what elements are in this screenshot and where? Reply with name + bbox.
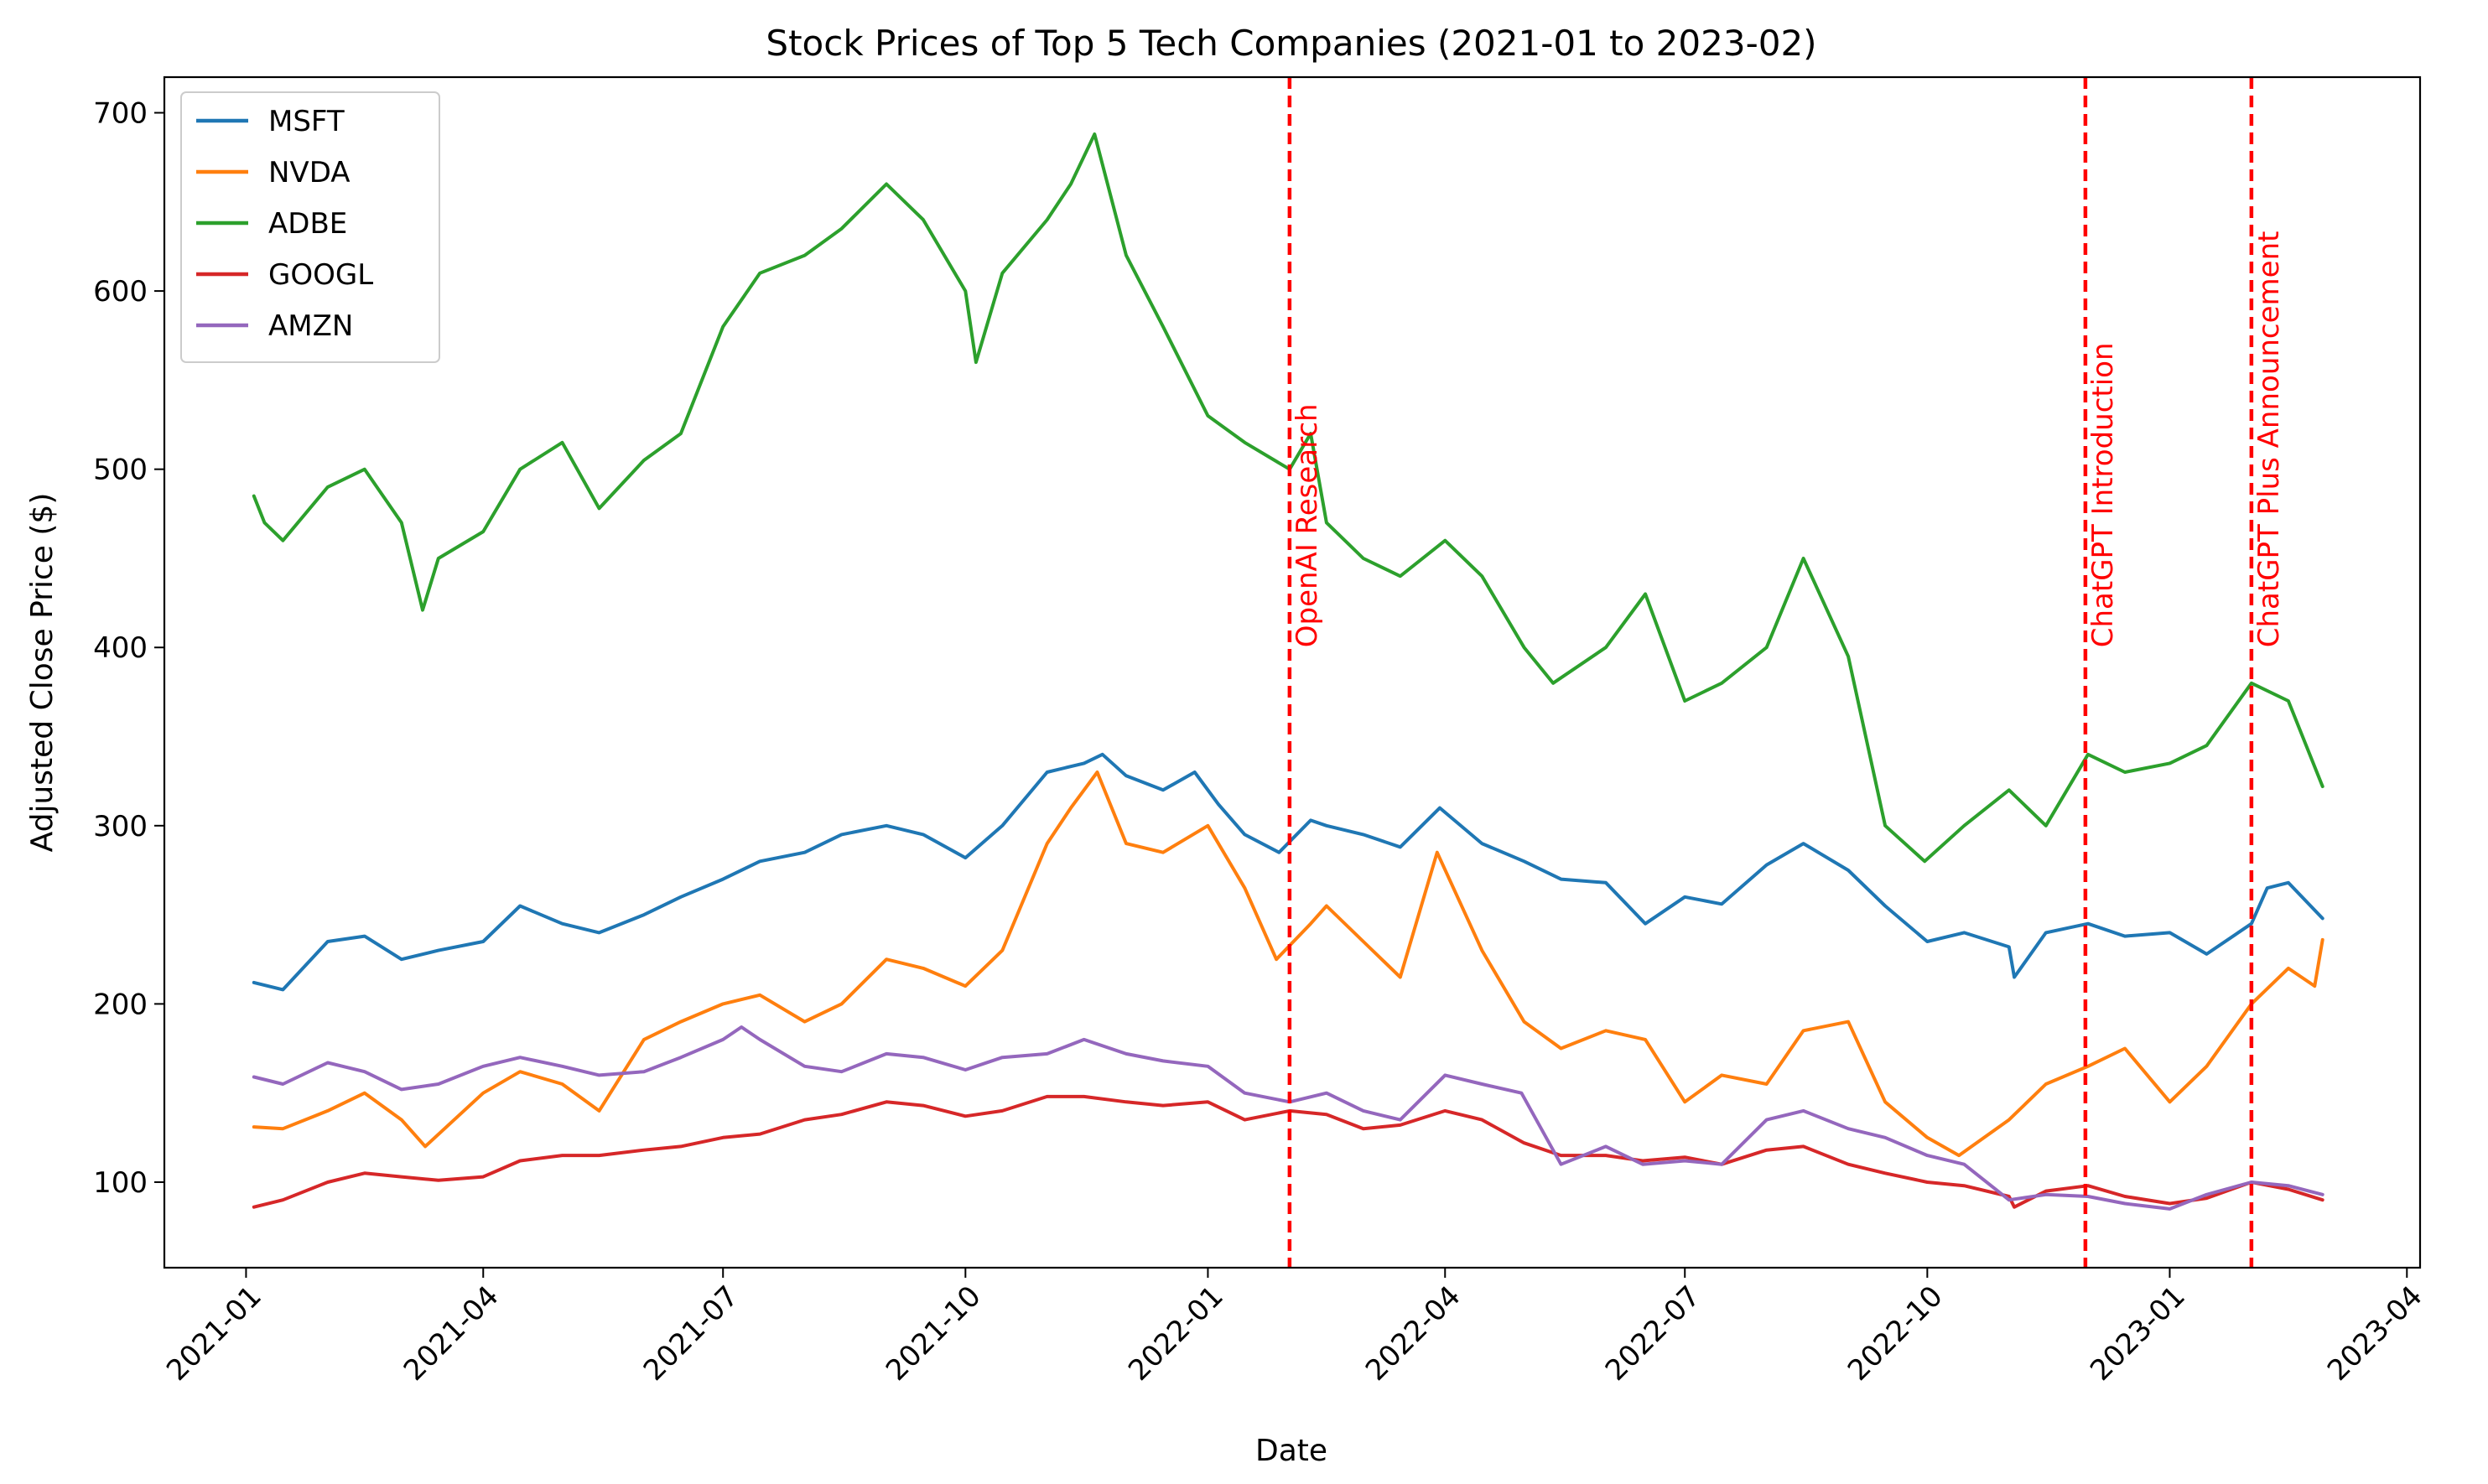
axes: 100 200 300 400 500 600 700 2021-01 2021-04 2021-… [93, 97, 2429, 1388]
plot-frame [163, 75, 2422, 1269]
series-line-msft [252, 752, 2324, 992]
y-tick-label: 300 [93, 810, 148, 843]
x-tick-label: 2023-01 [2084, 1279, 2192, 1388]
legend-label-msft: MSFT [268, 105, 345, 138]
y-tick-label: 600 [93, 275, 148, 309]
series-line-adbe [252, 132, 2324, 864]
y-tick-label: 100 [93, 1166, 148, 1200]
legend-label-googl: GOOGL [268, 258, 373, 292]
x-tick-label: 2022-04 [1359, 1279, 1467, 1388]
y-tick-label: 400 [93, 631, 148, 665]
y-tick-label: 200 [93, 988, 148, 1021]
event-label-2: ChatGPT Introduction [2086, 342, 2120, 647]
event-label-1: OpenAI Research [1291, 403, 1324, 647]
series-line-amzn [252, 1025, 2324, 1211]
x-tick-label: 2022-07 [1599, 1279, 1707, 1388]
series-line-nvda [252, 771, 2324, 1158]
legend-box [180, 91, 440, 363]
legend-label-amzn: AMZN [268, 309, 353, 343]
y-tick-label: 500 [93, 454, 148, 487]
x-tick-label: 2021-04 [397, 1279, 506, 1388]
x-axis-title: Date [1255, 1434, 1327, 1468]
x-tick-label: 2022-10 [1841, 1279, 1950, 1388]
legend-label-adbe: ADBE [268, 207, 347, 241]
plot-area: OpenAI Research ChatGPT Introduction ChatG… [252, 77, 2324, 1268]
legend-label-nvda: NVDA [268, 156, 351, 189]
x-tick-label: 2022-01 [1122, 1279, 1230, 1388]
legend: MSFT NVDA ADBE GOOGL AMZN [180, 91, 440, 363]
event-label-3: ChatGPT Plus Announcement [2252, 231, 2286, 648]
x-tick-label: 2021-01 [160, 1279, 268, 1388]
chart-title: Stock Prices of Top 5 Tech Companies (20… [766, 23, 1816, 64]
y-tick-label: 700 [93, 97, 148, 131]
x-tick-label: 2021-07 [637, 1279, 745, 1388]
y-axis-title: Adjusted Close Price ($) [25, 493, 60, 853]
x-tick-label: 2021-10 [880, 1279, 988, 1388]
x-tick-label: 2023-04 [2321, 1279, 2429, 1388]
